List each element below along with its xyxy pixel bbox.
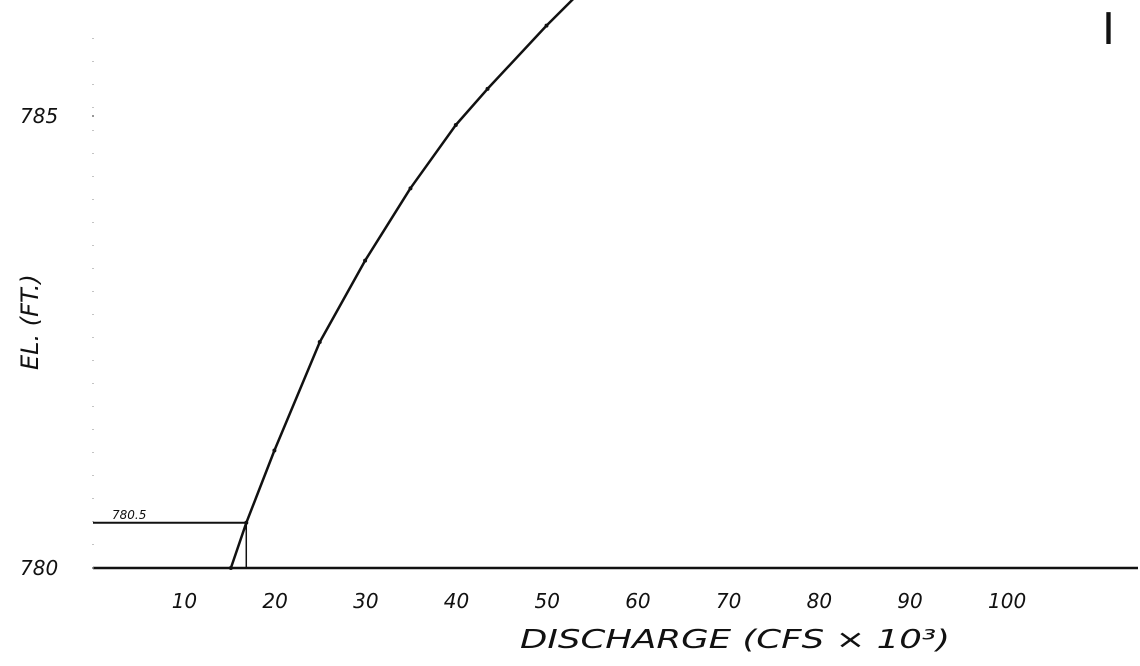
series-line xyxy=(229,0,574,569)
y-tick-labels: 780785790 xyxy=(20,104,94,580)
y-tick-label: 785 xyxy=(20,104,58,128)
y-tick-mark xyxy=(92,115,94,117)
x-tick-label: 80 xyxy=(807,589,832,613)
data-point xyxy=(363,258,368,263)
x-tick-label: 90 xyxy=(897,589,922,613)
data-point xyxy=(453,123,458,128)
data-point xyxy=(272,448,277,453)
x-axis-label: DISCHARGE (CFS × 10³) xyxy=(520,625,950,655)
y-tick-label: 780 xyxy=(20,556,58,580)
x-tick-label: 100 xyxy=(988,589,1026,613)
x-tick-label: 20 xyxy=(262,589,287,613)
y-axis-label: EL. (FT.) xyxy=(16,274,44,370)
data-point xyxy=(244,520,249,525)
x-tick-label: 60 xyxy=(625,589,650,613)
annotation-label: 780.5 xyxy=(112,508,146,522)
data-point xyxy=(317,340,322,344)
x-tick-label: 40 xyxy=(444,589,469,613)
data-point xyxy=(228,566,233,570)
x-tick-labels: 10 20 30 40 50 60 70 80 90 100 xyxy=(172,589,1026,613)
x-tick-label: 70 xyxy=(716,589,741,613)
rating-curve xyxy=(228,0,574,570)
y-tick-mark xyxy=(92,567,94,569)
data-point xyxy=(408,186,413,191)
corner-label: I xyxy=(1102,4,1115,55)
annotation-group: 780.5 xyxy=(93,508,248,568)
x-tick-label: 30 xyxy=(353,589,378,613)
x-tick-label: 10 xyxy=(172,589,197,613)
x-tick-label: 50 xyxy=(535,589,560,613)
axes xyxy=(92,30,1138,570)
data-point xyxy=(485,86,490,91)
data-point xyxy=(544,23,549,28)
